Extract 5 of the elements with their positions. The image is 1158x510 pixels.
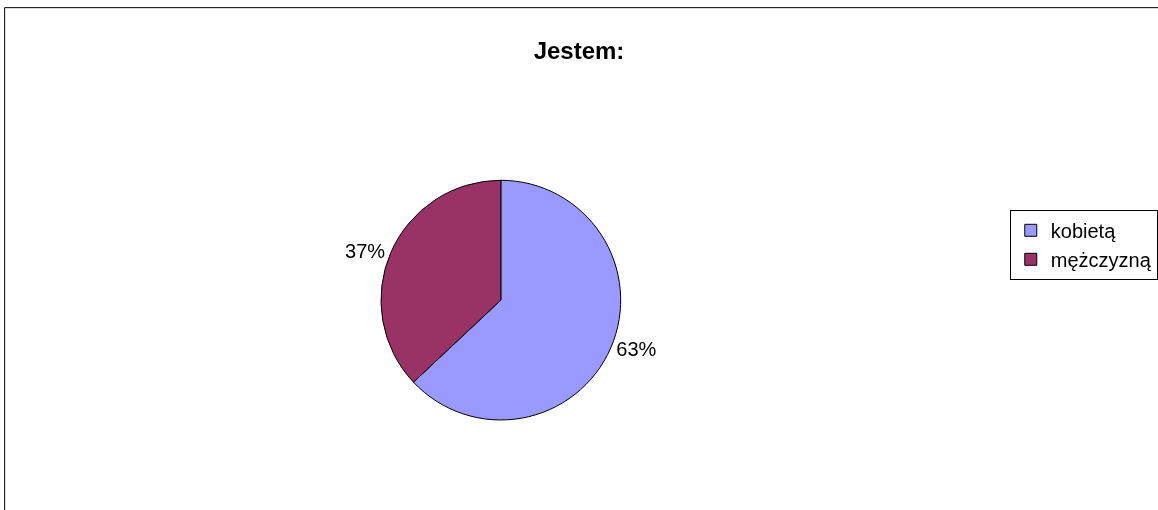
chart-title: Jestem: [533,37,625,65]
legend-label: mężczyzną [1050,249,1152,272]
data-label: 37% [345,239,386,262]
legend-label: kobietą [1050,220,1117,243]
data-label: 63% [616,338,657,361]
